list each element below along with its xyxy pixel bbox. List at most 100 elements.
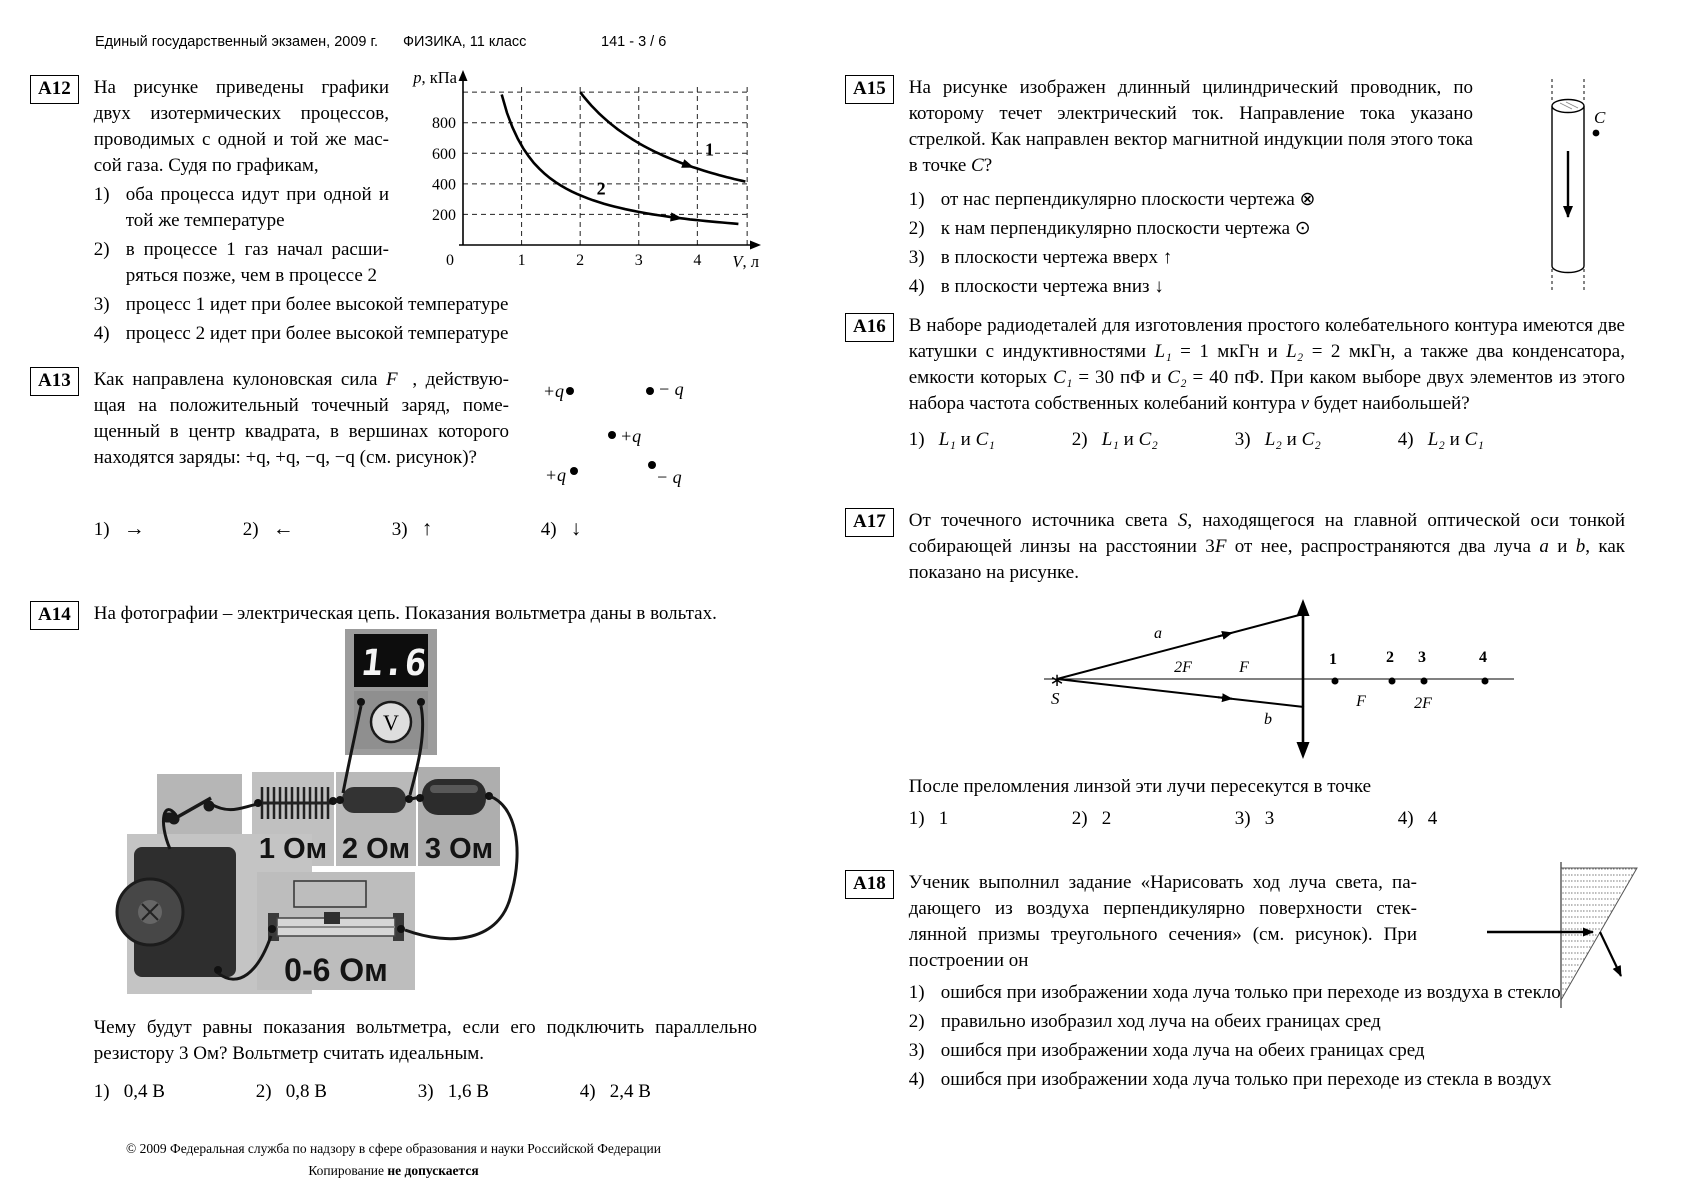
a13-options-row: 1) → 2) ← 3) ↑ 4) ↓ xyxy=(94,515,757,543)
question-a15-tag: A15 xyxy=(845,75,894,104)
question-a16-text: В наборе радиодеталей для изготовления п… xyxy=(908,315,1625,414)
a18-option-1: 1) ошибся при изображении хода луча тольк… xyxy=(908,982,1561,1003)
a16-option-1: 1) L₁ и C₁ xyxy=(908,429,995,450)
header-exam-title: Единый государственный экзамен, 2009 г. xyxy=(95,34,379,50)
question-a17: A17 От точечного источника света S, нахо… xyxy=(845,508,1625,832)
point-c-dot xyxy=(1592,129,1600,137)
wires xyxy=(161,705,519,981)
question-a14: A14 На фотографии – электрическая цепь. … xyxy=(30,601,757,1105)
a12-pv-chart: 200 400 600 800 1 2 3 4 0 p, кПа V, л 1 2 xyxy=(411,68,763,277)
rheostat xyxy=(267,880,405,941)
a16-option-3: 3) L₂ и C₂ xyxy=(1234,429,1321,450)
footer-copyright: © 2009 Федеральная служба по надзору в с… xyxy=(126,1141,661,1156)
question-a15-text: На рисунке изображен длинный цилиндричес… xyxy=(908,77,1473,176)
a16-option-4: 4) L₂ и C₁ xyxy=(1397,429,1484,450)
question-a17-tag: A17 xyxy=(845,508,894,537)
question-a16-tag: A16 xyxy=(845,313,894,342)
a17-option-3: 3) 3 xyxy=(1234,808,1275,829)
svg-text:400: 400 xyxy=(432,176,456,193)
resistor-3-label: 3 Ом xyxy=(425,833,493,865)
svg-text:1: 1 xyxy=(705,140,714,160)
left-2f-label: 2F xyxy=(1174,659,1192,676)
a17-option-1: 1) 1 xyxy=(908,808,949,829)
ray-a-label: a xyxy=(1154,625,1162,642)
lens xyxy=(1296,599,1310,759)
svg-text:2: 2 xyxy=(576,252,584,269)
a15-option-2: 2) к нам перпендикулярно плоскости чертеж… xyxy=(908,218,1311,239)
question-a17-text2: После преломления линзой эти лучи пересе… xyxy=(908,776,1372,797)
a14-option-1: 1) 0,4 В xyxy=(93,1081,165,1102)
svg-text:4: 4 xyxy=(693,252,701,269)
question-a18: A18 Учени xyxy=(845,862,1638,1093)
a15-option-4: 4) в плоскости чертежа вниз ↓ xyxy=(908,276,1164,297)
a17-option-4: 4) 4 xyxy=(1397,808,1438,829)
a18-option-2: 2) правильно изобразил ход луча на обеих … xyxy=(908,1011,1381,1032)
footer-no-copy: Копирование не допускается xyxy=(308,1163,479,1178)
a12-option-1: 1) оба процесса идут при одной и той же … xyxy=(93,184,389,231)
voltmeter-symbol: V xyxy=(383,710,399,735)
a17-option-2: 2) 2 xyxy=(1071,808,1112,829)
question-a12-tag: A12 xyxy=(30,75,79,104)
question-a14-text2: Чему будут равны показания вольтметра, е… xyxy=(93,1017,757,1064)
resistor-2-label: 2 Ом xyxy=(342,833,410,865)
header-page-number: 141 - 3 / 6 xyxy=(601,34,667,50)
svg-text:800: 800 xyxy=(432,115,456,132)
power-supply xyxy=(115,847,236,977)
right-2f-label: 2F xyxy=(1414,695,1432,712)
glass-prism xyxy=(1560,867,1638,1002)
question-a18-text: Ученик выполнил задание «Нарисовать ход … xyxy=(908,872,1417,971)
question-a18-tag: A18 xyxy=(845,870,894,899)
a14-option-2: 2) 0,8 В xyxy=(255,1081,327,1102)
a14-circuit-photo: 1.6 V xyxy=(112,629,757,1009)
a12-option-2: 2) в процессе 1 газ начал расши­ряться п… xyxy=(93,239,389,286)
header-subject: ФИЗИКА, 11 класс xyxy=(403,34,527,50)
left-f-label: F xyxy=(1238,659,1249,676)
svg-text:200: 200 xyxy=(432,207,456,224)
a13-charges-figure: +q − q +q +q − q xyxy=(522,369,707,501)
a13-option-1: 1) → xyxy=(93,516,145,540)
page-footer: © 2009 Федеральная служба по надзору в с… xyxy=(30,1138,757,1182)
coil-1-ohm xyxy=(257,787,332,819)
question-a17-text: От точечного источника света S, находяще… xyxy=(908,510,1625,583)
a14-option-4: 4) 2,4 В xyxy=(579,1081,651,1102)
a15-option-3: 3) в плоскости чертежа вверх ↑ xyxy=(908,247,1173,268)
a16-option-2: 2) L₁ и C₂ xyxy=(1071,429,1158,450)
right-page-column: A15 xyxy=(845,55,1638,1195)
svg-text:0: 0 xyxy=(446,252,454,269)
a14-options-row: 1) 0,4 В 2) 0,8 В 3) 1,6 В 4) 2,4 В xyxy=(94,1079,757,1105)
question-a14-text: На фотографии – электрическая цепь. Пока… xyxy=(93,603,717,624)
page-header: Единый государственный экзамен, 2009 г. … xyxy=(30,34,757,50)
svg-text:p, кПа: p, кПа xyxy=(412,69,457,87)
point-c-label: C xyxy=(1594,108,1606,127)
question-a16: A16 В наборе радиодеталей для изготовлен… xyxy=(845,313,1625,453)
ray-a xyxy=(1056,613,1303,680)
question-a12: A12 200 400 600 800 1 2 3 4 0 p, кПа V, л 1 2 На рис… xyxy=(30,68,761,347)
left-page-column: Единый государственный экзамен, 2009 г. … xyxy=(30,30,761,1190)
a18-option-3: 3) ошибся при изображении хода луча на об… xyxy=(908,1040,1425,1061)
a14-option-3: 3) 1,6 В xyxy=(417,1081,489,1102)
question-a13-text: Как направлена кулоновская сила F⃗, дейс… xyxy=(93,369,509,468)
question-a13: A13 +q − q +q +q − q Как направлена куло… xyxy=(30,367,757,543)
rheostat-label: 0-6 Ом xyxy=(284,952,388,988)
question-a13-tag: A13 xyxy=(30,367,79,396)
ray-b-label: b xyxy=(1264,711,1272,728)
charge-bottom-right-label: − q xyxy=(656,467,682,487)
resistor-1-label: 1 Ом xyxy=(259,833,327,865)
question-a15: A15 xyxy=(845,75,1625,300)
svg-text:600: 600 xyxy=(432,146,456,163)
point-1-label: 1 xyxy=(1329,651,1337,668)
charge-top-left-label: +q xyxy=(543,381,564,401)
a18-prism-figure xyxy=(1481,860,1653,1014)
voltmeter-reading: 1.6 xyxy=(359,642,428,684)
a12-option-3: 3) процесс 1 идет при более высокой темп… xyxy=(93,294,509,315)
refracted-ray xyxy=(1599,931,1622,977)
right-f-label: F xyxy=(1355,693,1366,710)
a13-option-3: 3) ↑ xyxy=(391,516,433,540)
a15-conductor-figure: C xyxy=(1538,73,1658,295)
a18-option-4: 4) ошибся при изображении хода луча тольк… xyxy=(908,1069,1552,1090)
source-label: S xyxy=(1051,689,1060,708)
resistor-2-ohm xyxy=(341,787,406,813)
a17-options-row: 1) 1 2) 2 3) 3 4) 4 xyxy=(909,806,1625,832)
charge-top-right-label: − q xyxy=(658,379,684,399)
switch-key xyxy=(163,796,215,825)
